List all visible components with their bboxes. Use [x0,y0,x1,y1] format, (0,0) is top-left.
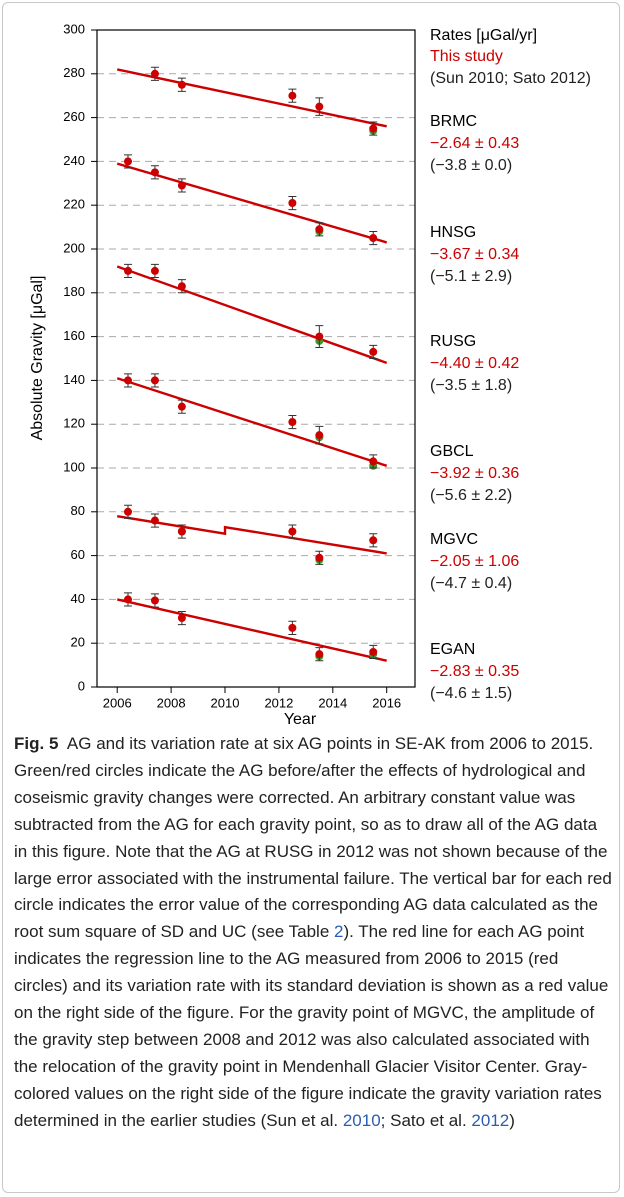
x-tick-label: 2008 [157,695,186,710]
data-point [315,650,324,659]
data-point [288,91,297,100]
caption-label: Fig. 5 [14,734,59,753]
data-point [369,536,378,545]
station-name: RUSG [430,333,476,350]
caption-text: ). The red line for each AG point indica… [14,922,609,1130]
data-point [150,266,159,275]
data-point [315,332,324,341]
earlier-rate-label: (−4.7 ± 0.4) [430,575,512,592]
x-tick-label: 2012 [264,695,293,710]
caption-link[interactable]: 2012 [471,1110,510,1130]
y-tick-label: 180 [63,284,85,299]
data-point [369,647,378,656]
station-name: BRMC [430,113,477,130]
data-point [288,623,297,632]
station-name: GBCL [430,443,474,460]
data-point [288,527,297,536]
rate-label: −2.05 ± 1.06 [430,553,519,570]
y-tick-label: 0 [78,678,85,693]
data-point [123,266,132,275]
data-point [315,102,324,111]
y-tick-label: 200 [63,240,85,255]
data-point [177,181,186,190]
data-point [177,402,186,411]
x-tick-label: 2006 [103,695,132,710]
x-tick-label: 2016 [372,695,401,710]
regression-line [117,514,387,555]
earlier-rate-label: (−4.6 ± 1.5) [430,685,512,702]
figure-caption: Fig. 5 AG and its variation rate at six … [14,731,612,1135]
data-point [315,225,324,234]
data-point [369,347,378,356]
regression-line [116,598,387,662]
rates-header: (Sun 2010; Sato 2012) [430,70,591,87]
data-point [123,595,132,604]
data-point [150,596,159,605]
earlier-rate-label: (−3.8 ± 0.0) [430,157,512,174]
rate-label: −4.40 ± 0.42 [430,355,519,372]
y-tick-label: 300 [63,21,85,36]
caption-text: AG and its variation rate at six AG poin… [14,734,612,942]
data-point [123,507,132,516]
earlier-rate-label: (−3.5 ± 1.8) [430,377,512,394]
y-tick-label: 260 [63,109,85,124]
station-name: MGVC [430,531,478,548]
chart: Year Absolute Gravity [μGal] Rates [μGal… [29,21,591,728]
data-point [315,553,324,562]
data-point [369,457,378,466]
data-point [150,516,159,525]
earlier-rate-label: (−5.1 ± 2.9) [430,268,512,285]
y-tick-label: 80 [71,503,85,518]
y-tick-label: 280 [63,65,85,80]
y-tick-label: 240 [63,153,85,168]
data-point [369,234,378,243]
data-point [315,431,324,440]
x-axis-title: Year [284,711,317,728]
data-point [123,157,132,166]
regression-line [116,68,387,128]
x-tick-label: 2014 [318,695,347,710]
rate-label: −3.92 ± 0.36 [430,465,519,482]
x-tick-label: 2010 [211,695,240,710]
y-axis-title: Absolute Gravity [μGal] [29,276,46,441]
caption-link[interactable]: 2010 [342,1110,381,1130]
y-tick-label: 160 [63,328,85,343]
data-point [123,376,132,385]
y-tick-label: 40 [71,591,85,606]
plot-frame [96,29,416,688]
caption-text: ) [509,1110,515,1130]
regression-line [116,162,388,244]
data-point [150,376,159,385]
data-point [288,199,297,208]
regression-line [116,377,388,467]
y-tick-label: 60 [71,547,85,562]
data-point [369,124,378,133]
rate-label: −2.83 ± 0.35 [430,663,519,680]
rate-label: −2.64 ± 0.43 [430,135,519,152]
station-name: EGAN [430,641,475,658]
data-point [177,614,186,623]
rates-header: This study [430,48,503,65]
caption-link[interactable]: 2 [334,922,344,942]
data-point [177,527,186,536]
station-name: HNSG [430,224,476,241]
data-point [177,80,186,89]
caption-text: ; Sato et al. [380,1110,472,1130]
y-tick-label: 100 [63,459,85,474]
rate-label: −3.67 ± 0.34 [430,246,519,263]
data-point [288,418,297,427]
y-tick-label: 20 [71,635,85,650]
data-point [177,282,186,291]
regression-line [116,265,388,365]
data-point [150,168,159,177]
rates-header: Rates [μGal/yr] [430,27,537,44]
data-point [150,69,159,78]
y-tick-label: 140 [63,372,85,387]
earlier-rate-label: (−5.6 ± 2.2) [430,487,512,504]
y-tick-label: 120 [63,416,85,431]
y-tick-label: 220 [63,197,85,212]
